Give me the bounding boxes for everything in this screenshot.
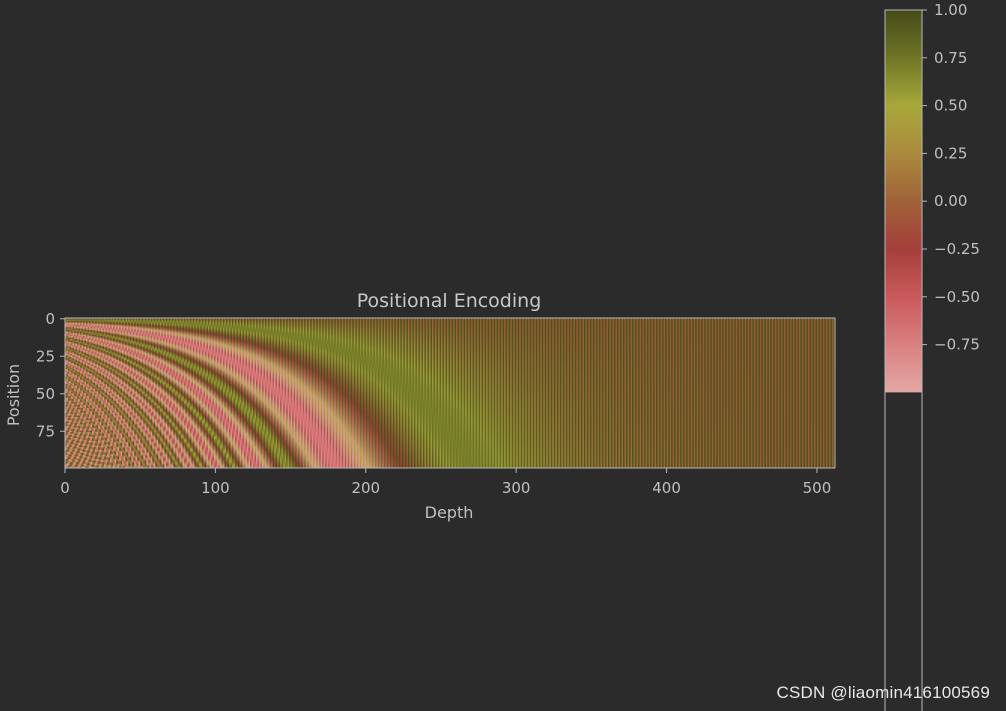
colorbar-tick-label: 0.50 — [934, 97, 967, 115]
colorbar-frame — [884, 9, 923, 711]
colorbar-tick-label: 0.00 — [934, 192, 967, 210]
y-tick-label: 75 — [36, 422, 55, 440]
x-tick-label: 0 — [60, 479, 70, 497]
y-tick-label: 0 — [45, 310, 55, 328]
colorbar-tick-label: −0.50 — [934, 288, 980, 306]
colorbar-tick-label: 0.75 — [934, 49, 967, 67]
colorbar — [885, 10, 922, 393]
x-axis-label: Depth — [425, 503, 474, 522]
heatmap-image — [65, 318, 835, 468]
watermark: CSDN @liaomin416100569 — [776, 683, 990, 702]
colorbar-tick-label: −0.75 — [934, 336, 980, 354]
y-axis-label: Position — [4, 364, 23, 426]
x-tick-label: 100 — [201, 479, 230, 497]
colorbar-tick-label: 0.25 — [934, 144, 967, 162]
chart-title: Positional Encoding — [357, 290, 542, 312]
y-tick-label: 25 — [36, 347, 55, 365]
x-axis: 0 100 200 300 400 500 — [60, 468, 831, 497]
x-tick-label: 400 — [652, 479, 681, 497]
x-tick-label: 500 — [803, 479, 832, 497]
x-tick-label: 300 — [502, 479, 531, 497]
x-tick-label: 200 — [351, 479, 380, 497]
y-tick-label: 50 — [36, 385, 55, 403]
colorbar-tick-label: −0.25 — [934, 240, 980, 258]
y-axis: 0 25 50 75 — [36, 310, 65, 440]
heatmap-frame — [64, 317, 836, 469]
colorbar-tick-label: 1.00 — [934, 1, 967, 19]
colorbar-axis: 1.00 0.75 0.50 0.25 0.00 −0.25 −0.50 −0.75 — [922, 1, 980, 354]
